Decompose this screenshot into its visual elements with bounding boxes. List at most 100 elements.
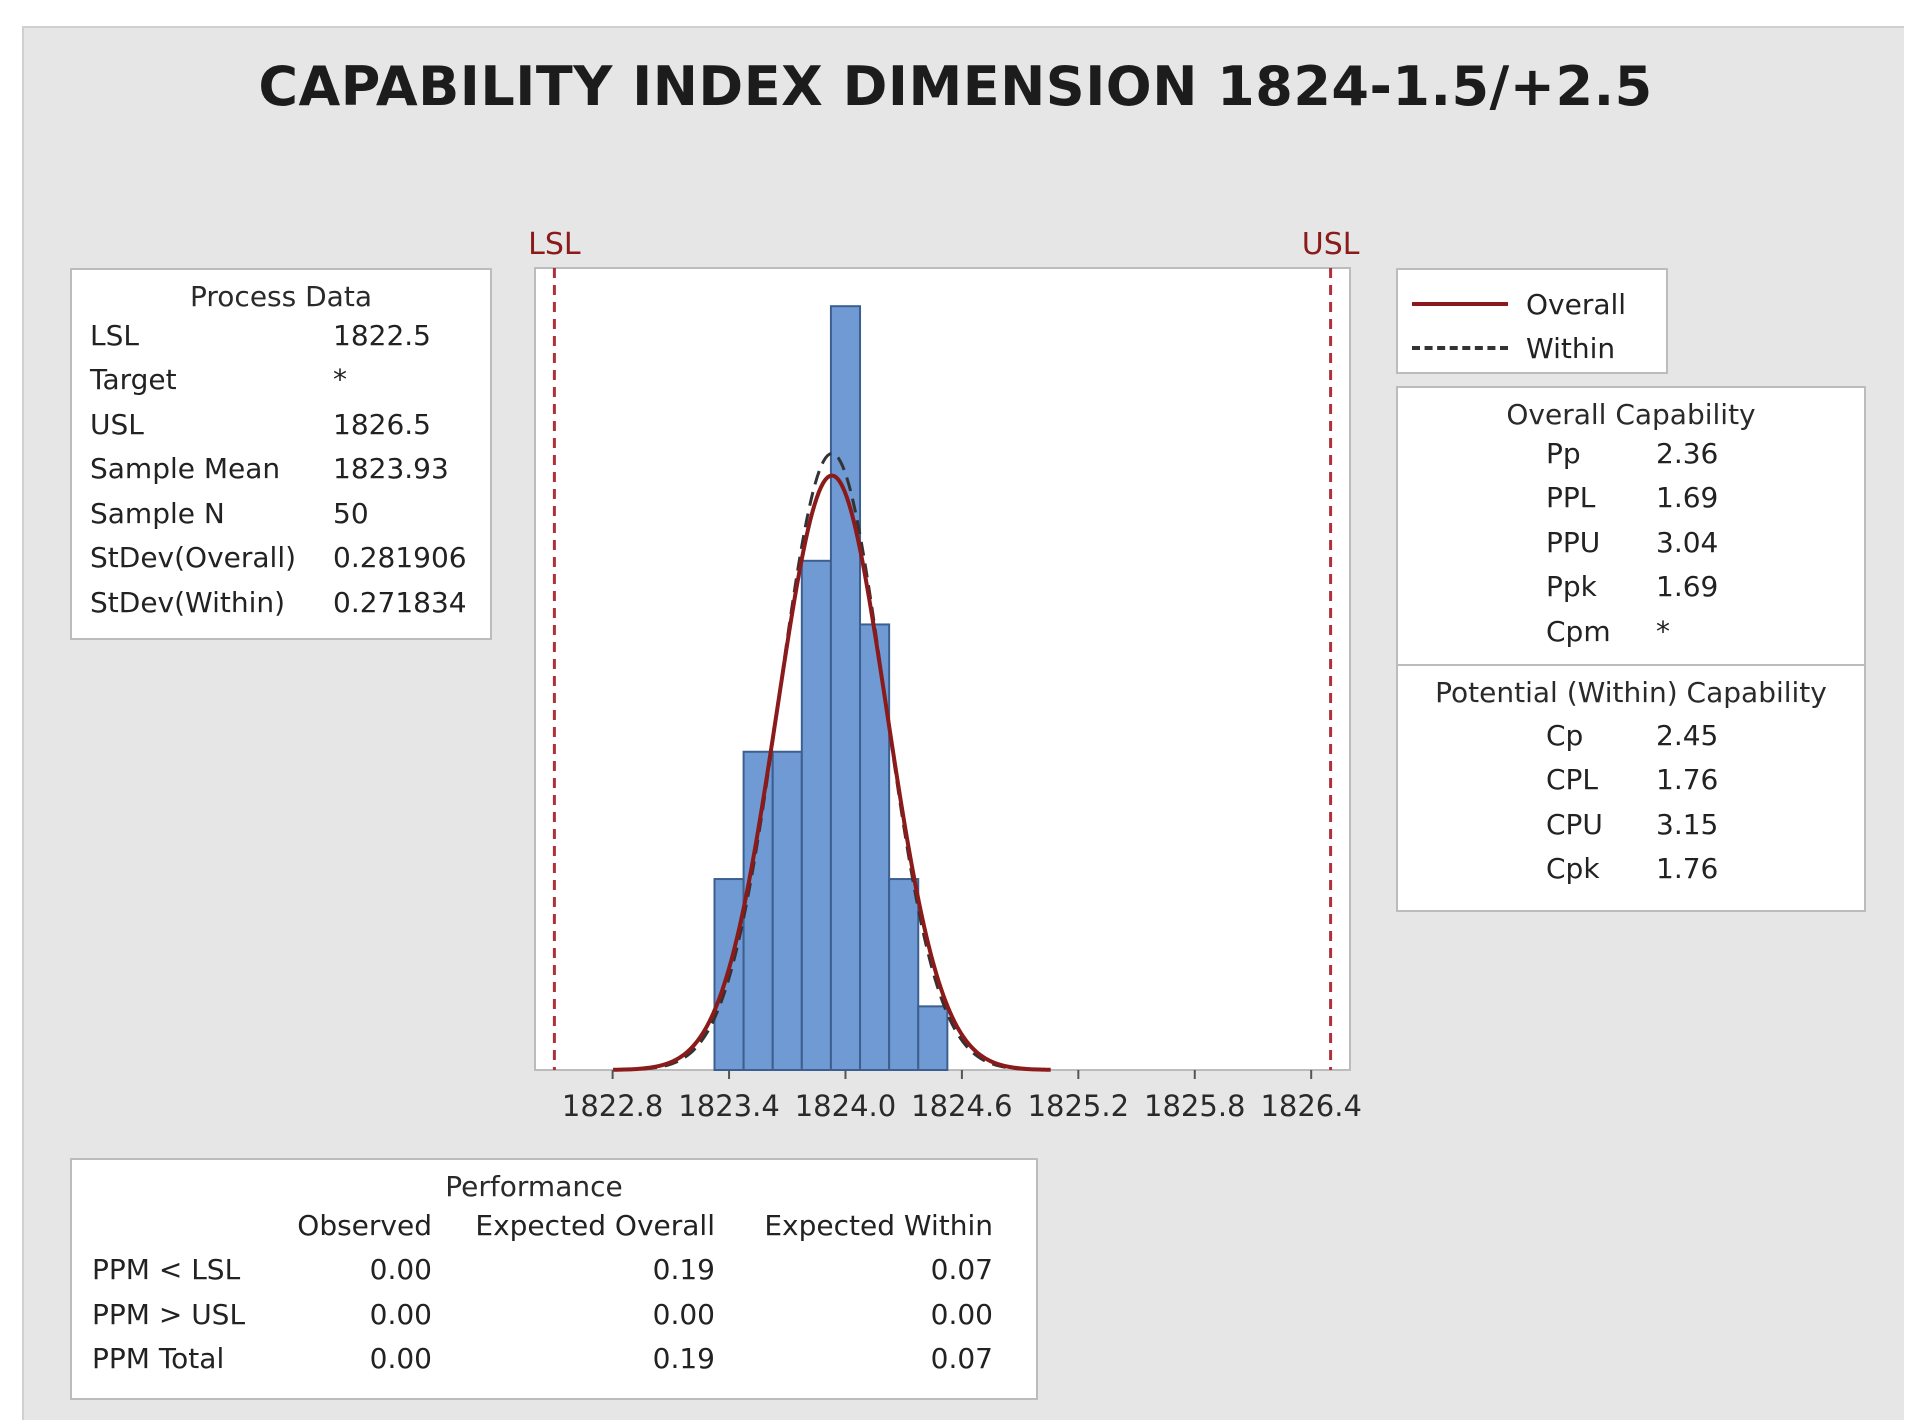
performance-box: Performance Observed Expected Overall Ex…: [70, 1158, 1038, 1400]
process-data-label: USL: [90, 407, 144, 441]
performance-header-expected-within: Expected Within: [764, 1208, 993, 1242]
table-row: PPL 1.69: [1398, 476, 1864, 521]
table-row: Cp 2.45: [1398, 713, 1864, 758]
table-row: PPM Total 0.00 0.19 0.07: [92, 1337, 1016, 1382]
performance-expected-overall: 0.00: [652, 1297, 715, 1331]
capability-label: Cp: [1546, 718, 1584, 752]
process-data-value: 0.271834: [333, 585, 467, 619]
capability-value: *: [1656, 614, 1670, 648]
usl-label: USL: [1302, 227, 1360, 262]
table-row: Sample Mean 1823.93: [90, 447, 472, 492]
potential-capability-title: Potential (Within) Capability: [1435, 676, 1827, 709]
x-tick-label: 1824.6: [911, 1089, 1012, 1123]
performance-rows: PPM < LSL 0.00 0.19 0.07 PPM > USL 0.00 0.00 0.…: [92, 1248, 1016, 1382]
process-data-label: Sample N: [90, 496, 225, 530]
capability-label: CPL: [1546, 763, 1599, 797]
legend-overall-label: Overall: [1526, 287, 1627, 321]
performance-row-label: PPM > USL: [92, 1297, 246, 1331]
process-data-rows: LSL 1822.5 Target * USL 1826.5 Sample Mean 1823…: [90, 313, 472, 625]
overall-line-swatch: [1412, 302, 1508, 306]
performance-expected-within: 0.07: [930, 1342, 993, 1376]
table-row: Ppk 1.69: [1398, 565, 1864, 610]
performance-header-row: Observed Expected Overall Expected Withi…: [92, 1203, 1016, 1248]
table-row: StDev(Within) 0.271834: [90, 580, 472, 625]
process-data-value: 1822.5: [333, 318, 431, 352]
process-data-value: 50: [333, 496, 369, 530]
capability-label: Cpk: [1546, 852, 1600, 886]
capability-label: PPL: [1546, 481, 1596, 515]
histogram-bar: [800, 559, 832, 1071]
process-data-value: 1826.5: [333, 407, 431, 441]
process-data-box: Process Data LSL 1822.5 Target * USL 1826.5 Sa…: [70, 268, 492, 640]
histogram-bar: [829, 305, 862, 1071]
legend-item-within: Within: [1412, 326, 1652, 370]
capability-value: 1.76: [1656, 763, 1719, 797]
process-data-label: Target: [90, 363, 177, 397]
histogram-bar: [742, 750, 774, 1071]
chart-title: CAPABILITY INDEX DIMENSION 1824-1.5/+2.5: [258, 55, 1653, 118]
table-row: PPM > USL 0.00 0.00 0.00: [92, 1292, 1016, 1337]
process-data-label: StDev(Within): [90, 585, 286, 619]
lsl-label: LSL: [528, 227, 581, 262]
x-tick-label: 1825.8: [1144, 1089, 1245, 1123]
table-row: PPU 3.04: [1398, 520, 1864, 565]
table-row: Cpk 1.76: [1398, 847, 1864, 892]
histogram-bar: [771, 750, 803, 1071]
histogram-bar: [888, 878, 920, 1071]
x-tick-label: 1822.8: [562, 1089, 663, 1123]
capability-value: 1.69: [1656, 481, 1719, 515]
capability-label: Pp: [1546, 436, 1581, 470]
process-data-title: Process Data: [190, 280, 372, 313]
performance-expected-within: 0.07: [930, 1253, 993, 1287]
table-row: PPM < LSL 0.00 0.19 0.07: [92, 1248, 1016, 1293]
table-row: Pp 2.36: [1398, 431, 1864, 476]
potential-capability-box: Potential (Within) Capability Cp 2.45 CPL 1…: [1396, 664, 1866, 912]
overall-capability-title: Overall Capability: [1506, 398, 1756, 431]
capability-label: Cpm: [1546, 614, 1611, 648]
capability-value: 2.45: [1656, 718, 1719, 752]
x-tick-label: 1825.2: [1028, 1089, 1129, 1123]
capability-label: PPU: [1546, 525, 1601, 559]
performance-row-label: PPM < LSL: [92, 1253, 241, 1287]
performance-expected-overall: 0.19: [652, 1342, 715, 1376]
table-row: Target *: [90, 358, 472, 403]
overall-capability-rows: Pp 2.36 PPL 1.69 PPU 3.04 Ppk 1.69 Cpm *: [1398, 431, 1864, 654]
process-data-value: 1823.93: [333, 452, 449, 486]
process-data-label: LSL: [90, 318, 139, 352]
table-row: USL 1826.5: [90, 402, 472, 447]
x-tick-label: 1826.4: [1260, 1089, 1361, 1123]
capability-value: 1.76: [1656, 852, 1719, 886]
capability-label: Ppk: [1546, 570, 1597, 604]
performance-row-label: PPM Total: [92, 1342, 225, 1376]
performance-title: Performance: [445, 1170, 623, 1203]
performance-observed: 0.00: [369, 1342, 432, 1376]
legend: Overall Within: [1396, 268, 1668, 374]
capability-value: 2.36: [1656, 436, 1719, 470]
performance-expected-within: 0.00: [930, 1297, 993, 1331]
distribution-curves: [613, 451, 1051, 1072]
capability-value: 1.69: [1656, 570, 1719, 604]
process-data-value: 0.281906: [333, 541, 467, 575]
potential-capability-rows: Cp 2.45 CPL 1.76 CPU 3.15 Cpk 1.76: [1398, 713, 1864, 891]
process-data-label: StDev(Overall): [90, 541, 297, 575]
spec-limits: LSL USL: [528, 227, 1360, 1070]
x-tick-label: 1823.4: [678, 1089, 779, 1123]
overall-capability-box: Overall Capability Pp 2.36 PPL 1.69 PPU 3.04 P…: [1396, 386, 1866, 666]
legend-within-label: Within: [1526, 331, 1616, 365]
histogram-bar: [917, 1005, 949, 1071]
table-row: CPU 3.15: [1398, 802, 1864, 847]
table-row: LSL 1822.5: [90, 313, 472, 358]
performance-observed: 0.00: [369, 1297, 432, 1331]
table-row: CPL 1.76: [1398, 758, 1864, 803]
performance-header-expected-overall: Expected Overall: [475, 1208, 715, 1242]
performance-header-observed: Observed: [297, 1208, 432, 1242]
process-data-label: Sample Mean: [90, 452, 281, 486]
capability-value: 3.04: [1656, 525, 1719, 559]
performance-observed: 0.00: [369, 1253, 432, 1287]
x-tick-label: 1824.0: [795, 1089, 896, 1123]
x-axis: 1822.8 1823.4 1824.0 1824.6 1825.2 1825.8 1826…: [562, 1070, 1362, 1123]
within-line-swatch: [1412, 346, 1508, 350]
performance-expected-overall: 0.19: [652, 1253, 715, 1287]
table-row: StDev(Overall) 0.281906: [90, 536, 472, 581]
